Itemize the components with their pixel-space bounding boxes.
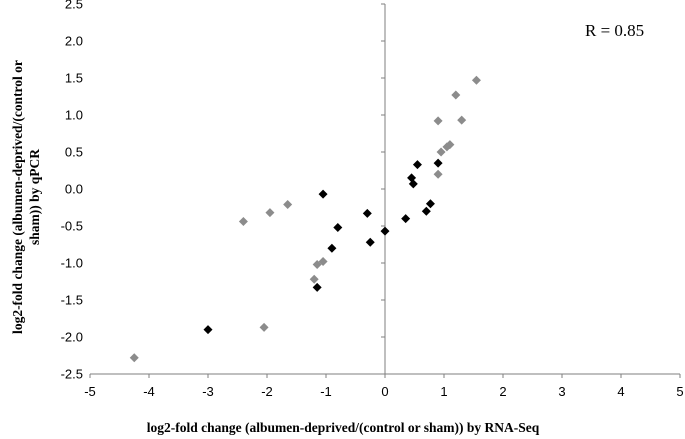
y-tick-label: 2.0 (65, 34, 83, 49)
data-point-marker (425, 199, 435, 209)
y-tick-label: 0.5 (65, 145, 83, 160)
y-tick-label: -1.0 (61, 256, 83, 271)
x-tick-label: -1 (320, 384, 332, 399)
data-point-marker (283, 200, 293, 210)
data-point-marker (421, 206, 431, 216)
y-tick-label: 1.5 (65, 71, 83, 86)
y-tick-label: -2.5 (61, 367, 83, 382)
x-tick-label: -5 (84, 384, 96, 399)
x-tick-label: -2 (261, 384, 273, 399)
x-axis-title: log2-fold change (albumen-deprived/(cont… (147, 420, 540, 435)
y-axis-title-line1: log2-fold change (albumen-deprived/(cont… (10, 60, 25, 334)
x-tick-label: 1 (440, 384, 447, 399)
data-point-marker (333, 222, 343, 232)
data-point-marker (408, 179, 418, 189)
data-point-marker (259, 322, 269, 332)
x-tick-label: -4 (143, 384, 155, 399)
data-point-marker (309, 274, 319, 284)
y-axis: 2.5 2.0 1.5 1.0 0.5 0.0 -0.5 -1.0 -1.5 -2.0 -2.5 (61, 0, 385, 382)
y-tick-label: -1.5 (61, 293, 83, 308)
data-point-marker (265, 208, 275, 218)
data-point-marker (362, 208, 372, 218)
y-axis-title-line2: sham)) by qPCR (27, 149, 42, 245)
data-point-marker (433, 116, 443, 126)
data-point-marker (401, 214, 411, 224)
data-point-marker (445, 140, 455, 150)
data-point-marker (380, 226, 390, 236)
data-point-marker (318, 257, 328, 267)
y-tick-label: -2.0 (61, 330, 83, 345)
x-tick-label: 4 (617, 384, 624, 399)
y-tick-label: 1.0 (65, 108, 83, 123)
data-point-marker (365, 237, 375, 247)
x-tick-label: 5 (676, 384, 683, 399)
data-point-marker (451, 90, 461, 100)
data-point-marker (436, 147, 446, 157)
x-axis: -5 -4 -3 -2 -1 0 1 2 3 4 5 (84, 374, 684, 399)
x-tick-label: -3 (202, 384, 214, 399)
y-tick-label: 0.0 (65, 182, 83, 197)
data-point-marker (412, 160, 422, 170)
data-point-marker (238, 217, 248, 227)
data-point-marker (318, 189, 328, 199)
data-point-marker (203, 325, 213, 335)
x-tick-label: 2 (499, 384, 506, 399)
x-tick-label: 0 (381, 384, 388, 399)
data-point-marker (433, 158, 443, 168)
data-point-marker (471, 75, 481, 85)
data-point-marker (129, 353, 139, 363)
data-points (129, 75, 481, 363)
y-tick-label: -0.5 (61, 219, 83, 234)
data-point-marker (312, 282, 322, 292)
correlation-annotation: R = 0.85 (585, 21, 644, 40)
data-point-marker (457, 115, 467, 125)
y-tick-label: 2.5 (65, 0, 83, 12)
x-tick-label: 3 (558, 384, 565, 399)
data-point-marker (327, 243, 337, 253)
data-point-marker (433, 169, 443, 179)
